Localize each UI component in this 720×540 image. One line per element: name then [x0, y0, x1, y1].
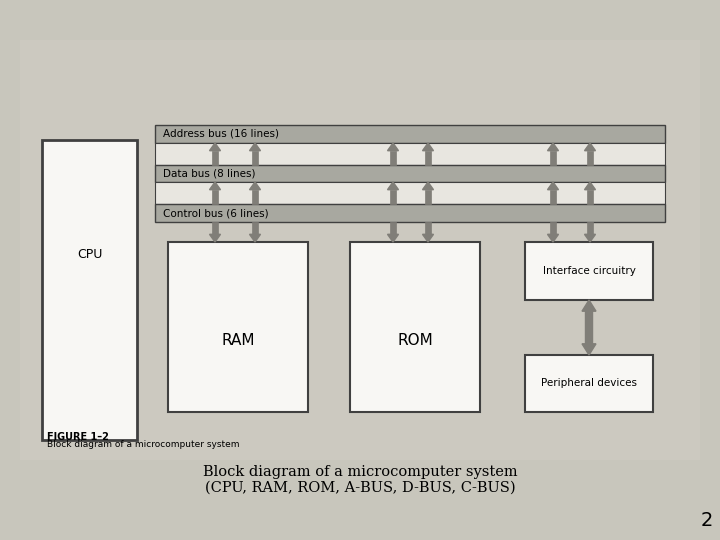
Polygon shape: [585, 234, 595, 242]
Bar: [252, 151, 258, 165]
Text: Control bus (6 lines): Control bus (6 lines): [163, 208, 269, 218]
Polygon shape: [423, 143, 433, 151]
Bar: [155, 143, 665, 165]
Bar: [20, 40, 700, 460]
Bar: [585, 311, 593, 344]
Polygon shape: [210, 234, 220, 242]
Polygon shape: [582, 300, 596, 311]
Bar: [525, 355, 653, 412]
Bar: [525, 242, 653, 300]
Polygon shape: [547, 182, 559, 190]
Bar: [212, 151, 218, 165]
Bar: [587, 151, 593, 165]
Bar: [550, 151, 556, 165]
Bar: [155, 165, 665, 182]
Bar: [587, 222, 593, 234]
Polygon shape: [585, 182, 595, 190]
Text: RAM: RAM: [221, 333, 255, 348]
Bar: [252, 222, 258, 234]
Polygon shape: [210, 182, 220, 190]
Text: Address bus (16 lines): Address bus (16 lines): [163, 129, 279, 139]
Bar: [168, 242, 308, 412]
Bar: [425, 190, 431, 204]
Text: (CPU, RAM, ROM, A-BUS, D-BUS, C-BUS): (CPU, RAM, ROM, A-BUS, D-BUS, C-BUS): [204, 481, 516, 495]
Polygon shape: [250, 182, 261, 190]
Bar: [390, 222, 396, 234]
Polygon shape: [250, 234, 261, 242]
Bar: [155, 125, 665, 143]
Bar: [42, 140, 137, 440]
Polygon shape: [387, 182, 398, 190]
Bar: [155, 204, 665, 222]
Bar: [425, 151, 431, 165]
Polygon shape: [547, 234, 559, 242]
Polygon shape: [582, 344, 596, 355]
Bar: [252, 190, 258, 204]
Polygon shape: [250, 143, 261, 151]
Polygon shape: [423, 182, 433, 190]
Text: Peripheral devices: Peripheral devices: [541, 379, 637, 388]
Bar: [390, 151, 396, 165]
Text: ROM: ROM: [397, 333, 433, 348]
Text: Block diagram of a microcomputer system: Block diagram of a microcomputer system: [203, 465, 517, 479]
Bar: [155, 182, 665, 204]
Polygon shape: [585, 143, 595, 151]
Bar: [550, 222, 556, 234]
Text: 2: 2: [701, 511, 713, 530]
Polygon shape: [547, 143, 559, 151]
Polygon shape: [423, 234, 433, 242]
Bar: [212, 222, 218, 234]
Text: FIGURE 1–2: FIGURE 1–2: [47, 432, 109, 442]
Bar: [350, 242, 480, 412]
Polygon shape: [210, 143, 220, 151]
Text: Data bus (8 lines): Data bus (8 lines): [163, 168, 256, 179]
Text: Interface circuitry: Interface circuitry: [543, 266, 636, 276]
Bar: [587, 190, 593, 204]
Bar: [390, 190, 396, 204]
Text: Block diagram of a microcomputer system: Block diagram of a microcomputer system: [47, 440, 240, 449]
Polygon shape: [387, 234, 398, 242]
Bar: [550, 190, 556, 204]
Bar: [212, 190, 218, 204]
Text: CPU: CPU: [77, 247, 102, 260]
Polygon shape: [387, 143, 398, 151]
Bar: [425, 222, 431, 234]
